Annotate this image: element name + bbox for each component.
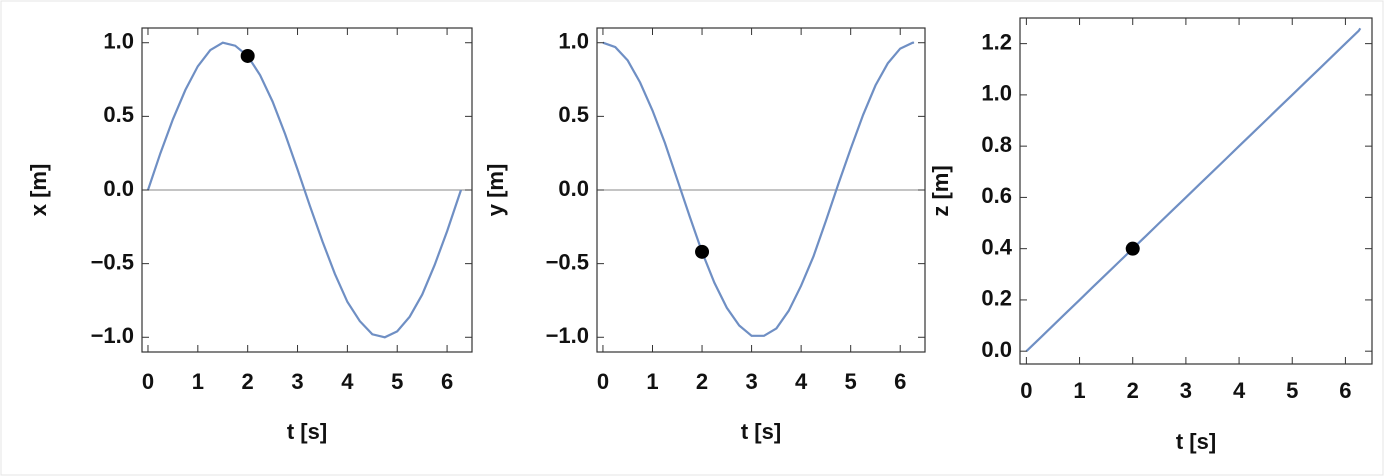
x-tick-label: 1	[646, 369, 658, 394]
y-tick-label: −0.5	[91, 249, 134, 274]
x-tick-label: 3	[745, 369, 757, 394]
x-tick-label: 5	[1286, 378, 1298, 403]
x-tick-label: 4	[795, 369, 808, 394]
x-tick-label: 1	[192, 369, 204, 394]
y-tick-label: 1.0	[103, 29, 134, 54]
y-tick-label: −1.0	[91, 323, 134, 348]
y-tick-label: 1.2	[981, 29, 1012, 54]
x-tick-label: 3	[291, 369, 303, 394]
y-tick-label: 0.5	[103, 102, 134, 127]
x-tick-label: 3	[1180, 378, 1192, 403]
curve	[146, 41, 463, 339]
y-tick-label: 1.0	[558, 29, 589, 54]
y-axis-label: z [m]	[928, 165, 953, 216]
curve	[602, 41, 915, 337]
x-tick-label: 6	[1339, 378, 1351, 403]
y-tick-label: 0.0	[558, 176, 589, 201]
x-axis-label: t [s]	[1176, 429, 1216, 454]
x-tick-label: 5	[845, 369, 857, 394]
x-tick-label: 1	[1073, 378, 1085, 403]
y-tick-label: 0.0	[103, 176, 134, 201]
y-tick-label: 0.6	[981, 183, 1012, 208]
x-tick-label: 0	[597, 369, 609, 394]
x-tick-label: 6	[441, 369, 453, 394]
y-tick-label: 1.0	[981, 81, 1012, 106]
current-point	[695, 244, 710, 259]
current-point	[1125, 241, 1140, 256]
y-tick-label: 0.4	[981, 234, 1012, 259]
y-axis-label: y [m]	[483, 164, 508, 217]
x-tick-label: 2	[696, 369, 708, 394]
current-point	[240, 48, 255, 63]
y-tick-label: 0.8	[981, 132, 1012, 157]
curve	[1025, 27, 1362, 352]
y-tick-label: 0.0	[981, 337, 1012, 362]
y-tick-label: −1.0	[546, 323, 589, 348]
x-tick-label: 5	[391, 369, 403, 394]
x-axis-label: t [s]	[741, 419, 781, 444]
x-axis-label: t [s]	[287, 419, 327, 444]
y-axis-label: x [m]	[26, 164, 51, 217]
x-tick-label: 0	[142, 369, 154, 394]
x-tick-label: 0	[1020, 378, 1032, 403]
x-tick-label: 2	[1127, 378, 1139, 403]
y-tick-label: −0.5	[546, 249, 589, 274]
y-tick-label: 0.5	[558, 102, 589, 127]
x-tick-label: 4	[1233, 378, 1246, 403]
x-tick-label: 4	[341, 369, 354, 394]
plot-frame	[1019, 17, 1373, 365]
y-tick-label: 0.2	[981, 286, 1012, 311]
x-tick-label: 2	[242, 369, 254, 394]
x-tick-label: 6	[894, 369, 906, 394]
